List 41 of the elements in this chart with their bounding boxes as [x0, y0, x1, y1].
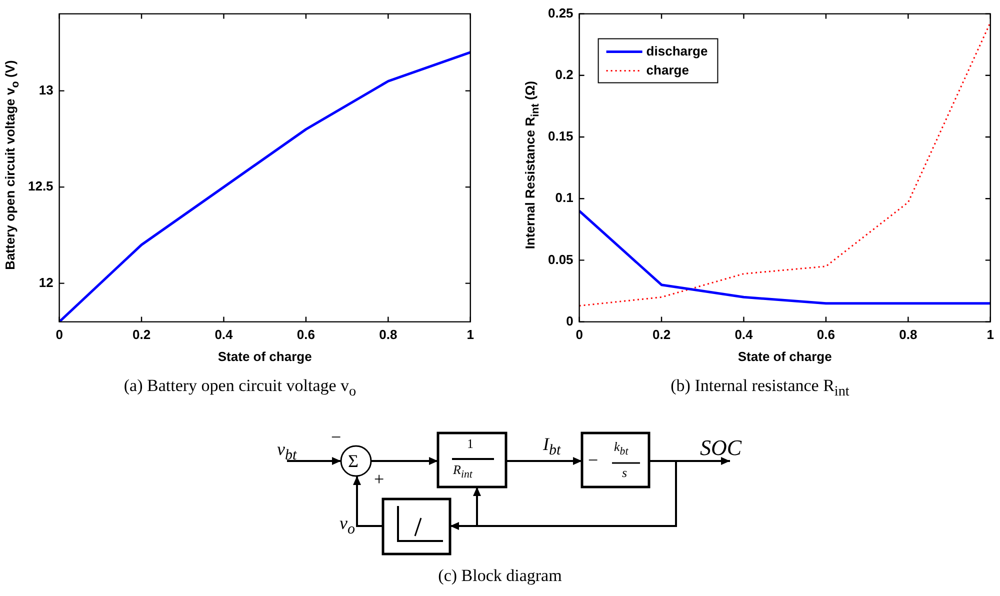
x-tick-label: 0.4	[734, 327, 754, 342]
x-tick-label: 0.6	[816, 327, 835, 342]
text: Σ	[348, 451, 358, 471]
x-tick-label: 0.8	[899, 327, 918, 342]
text: v$_{bt}$	[277, 439, 297, 464]
text: −	[331, 427, 342, 447]
x-tick-label: 0	[56, 327, 63, 342]
y-tick-label: 0.2	[555, 66, 574, 82]
text: (c) Block diagram	[438, 566, 562, 586]
y-tick-label: 0.1	[555, 190, 574, 206]
y-tick-label: 12.5	[28, 178, 54, 194]
x-tick-label: 0.8	[379, 327, 398, 342]
x-tick-label: 0	[576, 327, 583, 342]
y-tick-label: 0.15	[548, 128, 574, 144]
legend-label: charge	[646, 62, 689, 78]
line-series	[579, 22, 990, 307]
text: SOC	[700, 435, 742, 460]
text: k$_{bt}$	[614, 439, 628, 458]
x-tick-label: 1	[466, 327, 474, 342]
text: (a) Battery open circuit voltage v$_{o}$	[124, 376, 356, 400]
text: (b) Internal resistance R$_{int}$	[670, 376, 850, 400]
x-tick-label: 0.2	[652, 327, 671, 342]
y-tick-label: 0	[566, 313, 574, 328]
text: s	[622, 465, 628, 480]
text: v$_{o}$	[340, 513, 355, 538]
x-axis-title: State of charge	[738, 348, 832, 364]
text: 1	[467, 436, 474, 451]
text: R$_{int}$	[453, 462, 472, 481]
x-tick-label: 0.6	[296, 327, 315, 342]
x-tick-label: 0.4	[214, 327, 234, 342]
text: I$_{bt}$	[543, 434, 561, 459]
legend-label: discharge	[646, 43, 708, 58]
text: −	[588, 450, 598, 470]
x-tick-label: 1	[986, 327, 994, 342]
y-tick-label: 0.25	[548, 5, 574, 20]
text: +	[374, 469, 384, 489]
x-tick-label: 0.2	[132, 327, 151, 342]
y-tick-label: 12	[38, 274, 54, 290]
y-tick-label: 0.05	[548, 252, 574, 267]
y-tick-label: 13	[38, 82, 54, 98]
x-axis-title: State of charge	[218, 348, 312, 364]
